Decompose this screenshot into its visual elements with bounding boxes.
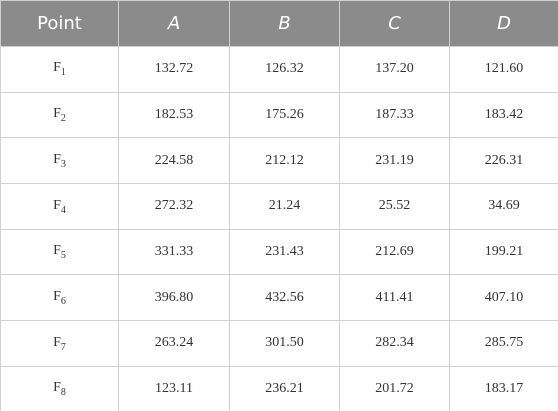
value-cell: 21.24 (229, 183, 340, 230)
table-row: F8 123.11 236.21 201.72 183.17 (0, 365, 558, 411)
label-base: F (53, 243, 61, 259)
header-cell: D (449, 0, 558, 47)
table-row: F4 272.32 21.24 25.52 34.69 (0, 183, 558, 230)
header-cell: B (229, 0, 340, 47)
value-cell: 212.69 (339, 228, 450, 276)
value-cell: 285.75 (449, 320, 558, 367)
row-label: F4 (0, 183, 119, 230)
header-cell: A (118, 0, 230, 47)
value-cell: 226.31 (449, 137, 558, 185)
value-cell: 331.33 (118, 228, 230, 276)
label-base: F (53, 151, 61, 167)
value-cell: 183.42 (449, 91, 558, 139)
label-subscript: 3 (60, 158, 66, 170)
value-cell: 132.72 (118, 46, 230, 93)
value-cell: 199.21 (449, 228, 558, 276)
value-cell: 407.10 (449, 274, 558, 322)
value-cell: 126.32 (229, 46, 340, 93)
header-cell: Point (0, 0, 119, 47)
header-row: Point A B C D (0, 0, 558, 47)
value-cell: 224.58 (118, 137, 230, 185)
table-row: F1 132.72 126.32 137.20 121.60 (0, 46, 558, 93)
value-cell: 175.26 (229, 91, 340, 139)
value-cell: 212.12 (229, 137, 340, 185)
label-base: F (53, 288, 61, 304)
table-row: F2 182.53 175.26 187.33 183.42 (0, 91, 558, 139)
value-cell: 123.11 (118, 365, 230, 411)
table-row: F5 331.33 231.43 212.69 199.21 (0, 228, 558, 276)
label-base: F (53, 60, 61, 76)
value-cell: 137.20 (339, 46, 450, 93)
label-base: F (53, 106, 61, 122)
value-cell: 187.33 (339, 91, 450, 139)
value-cell: 25.52 (339, 183, 450, 230)
value-cell: 272.32 (118, 183, 230, 230)
value-cell: 231.43 (229, 228, 340, 276)
row-label: F8 (0, 365, 119, 411)
value-cell: 236.21 (229, 365, 340, 411)
row-label: F2 (0, 91, 119, 139)
value-cell: 231.19 (339, 137, 450, 185)
table-row: F3 224.58 212.12 231.19 226.31 (0, 137, 558, 185)
label-base: F (53, 380, 61, 396)
row-label: F7 (0, 320, 119, 367)
table-row: F7 263.24 301.50 282.34 285.75 (0, 320, 558, 367)
label-base: F (53, 334, 61, 350)
label-subscript: 5 (60, 249, 66, 261)
value-cell: 396.80 (118, 274, 230, 322)
value-cell: 282.34 (339, 320, 450, 367)
value-cell: 201.72 (339, 365, 450, 411)
label-subscript: 7 (60, 341, 66, 353)
value-cell: 182.53 (118, 91, 230, 139)
label-subscript: 8 (60, 387, 66, 399)
label-subscript: 2 (60, 112, 66, 124)
value-cell: 121.60 (449, 46, 558, 93)
value-cell: 301.50 (229, 320, 340, 367)
table-body: F1 132.72 126.32 137.20 121.60 F2 182.53 175.26… (0, 46, 558, 411)
table-row: F6 396.80 432.56 411.41 407.10 (0, 274, 558, 322)
value-cell: 263.24 (118, 320, 230, 367)
row-label: F1 (0, 46, 119, 93)
header-cell: C (339, 0, 450, 47)
row-label: F6 (0, 274, 119, 322)
row-label: F3 (0, 137, 119, 185)
row-label: F5 (0, 228, 119, 276)
value-cell: 411.41 (339, 274, 450, 322)
value-cell: 432.56 (229, 274, 340, 322)
label-subscript: 4 (60, 204, 66, 216)
value-cell: 34.69 (449, 183, 558, 230)
label-base: F (53, 197, 61, 213)
value-cell: 183.17 (449, 365, 558, 411)
label-subscript: 1 (60, 67, 66, 79)
label-subscript: 6 (60, 295, 66, 307)
